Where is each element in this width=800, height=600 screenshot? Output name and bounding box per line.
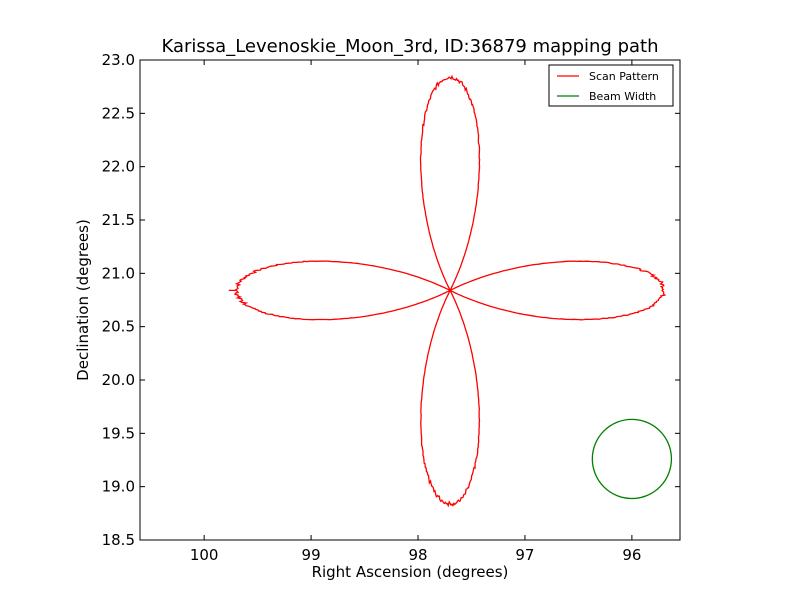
- beam-width-circle: [591, 418, 673, 500]
- y-tick-label: 22.0: [102, 158, 135, 176]
- legend-label-scan-pattern: Scan Pattern: [589, 70, 659, 83]
- legend-label-beam-width: Beam Width: [589, 90, 656, 103]
- axis-ticks: [140, 59, 680, 541]
- x-tick-label: 97: [515, 546, 534, 564]
- y-tick-label: 20.0: [102, 371, 135, 389]
- y-tick-label: 22.5: [102, 104, 135, 122]
- y-axis-title: Declination (degrees): [74, 219, 92, 381]
- scan-pattern-line: [228, 74, 667, 508]
- x-tick-labels: 100 99 98 97 96: [190, 546, 642, 564]
- y-tick-label: 19.5: [102, 424, 135, 442]
- legend-box: [548, 64, 674, 107]
- y-tick-labels: 18.5 19.0 19.5 20.0 20.5 21.0 21.5 22.0 22.5 23.0: [102, 51, 135, 549]
- x-tick-label: 98: [408, 546, 427, 564]
- y-tick-label: 18.5: [102, 531, 135, 549]
- chart-title: Karissa_Levenoskie_Moon_3rd, ID:36879 ma…: [162, 36, 659, 57]
- plot-area: [228, 74, 673, 508]
- x-tick-label: 96: [622, 546, 641, 564]
- x-tick-label: 99: [302, 546, 321, 564]
- y-tick-label: 21.0: [102, 264, 135, 282]
- y-tick-label: 19.0: [102, 478, 135, 496]
- y-tick-label: 23.0: [102, 51, 135, 69]
- legend: Scan Pattern Beam Width: [548, 64, 674, 107]
- plot-frame: [139, 59, 681, 541]
- x-axis-title: Right Ascension (degrees): [312, 563, 509, 581]
- y-tick-label: 20.5: [102, 318, 135, 336]
- y-tick-label: 21.5: [102, 211, 135, 229]
- x-tick-label: 100: [190, 546, 219, 564]
